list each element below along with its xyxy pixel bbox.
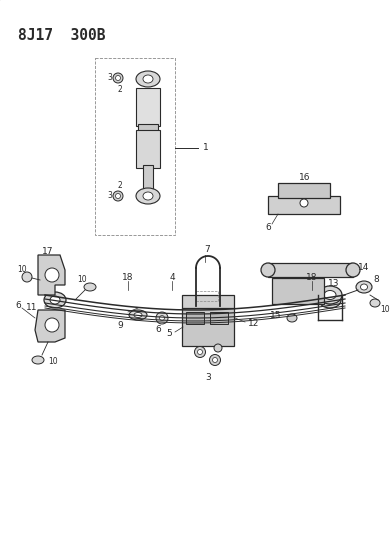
Ellipse shape xyxy=(143,192,153,200)
Text: 9: 9 xyxy=(117,320,123,329)
Ellipse shape xyxy=(213,358,218,362)
Bar xyxy=(268,196,340,214)
Ellipse shape xyxy=(209,354,220,366)
Text: 12: 12 xyxy=(248,319,259,327)
Bar xyxy=(210,312,228,324)
Text: 8J17  300B: 8J17 300B xyxy=(18,28,106,43)
Text: 18: 18 xyxy=(306,273,318,282)
Text: 3: 3 xyxy=(108,74,112,83)
Ellipse shape xyxy=(195,346,206,358)
Ellipse shape xyxy=(45,268,59,282)
Ellipse shape xyxy=(356,281,372,293)
Ellipse shape xyxy=(50,296,60,304)
Polygon shape xyxy=(35,310,65,342)
Text: 3: 3 xyxy=(205,374,211,383)
Text: 10: 10 xyxy=(17,265,27,274)
Ellipse shape xyxy=(129,310,147,320)
Text: 4: 4 xyxy=(169,273,175,282)
Ellipse shape xyxy=(324,290,336,300)
Text: 8: 8 xyxy=(373,276,379,285)
Ellipse shape xyxy=(360,284,367,290)
Text: 11: 11 xyxy=(26,303,38,311)
Text: 18: 18 xyxy=(122,273,134,282)
Ellipse shape xyxy=(44,292,66,308)
Ellipse shape xyxy=(45,318,59,332)
Ellipse shape xyxy=(156,312,168,324)
Ellipse shape xyxy=(134,312,142,318)
Text: 17: 17 xyxy=(42,247,53,256)
Bar xyxy=(196,291,218,301)
Ellipse shape xyxy=(115,76,121,80)
Ellipse shape xyxy=(113,73,123,83)
Ellipse shape xyxy=(84,283,96,291)
Text: 7: 7 xyxy=(204,245,210,254)
Ellipse shape xyxy=(192,306,200,312)
Text: 10: 10 xyxy=(48,358,58,367)
Text: 1: 1 xyxy=(203,143,209,152)
Ellipse shape xyxy=(113,191,123,201)
Text: 2: 2 xyxy=(118,85,122,94)
Ellipse shape xyxy=(115,193,121,198)
Bar xyxy=(186,312,204,324)
Text: 2: 2 xyxy=(118,181,122,190)
Text: 6: 6 xyxy=(15,301,21,310)
Ellipse shape xyxy=(346,263,360,277)
Text: 3: 3 xyxy=(108,191,112,200)
Ellipse shape xyxy=(370,299,380,307)
Ellipse shape xyxy=(143,75,153,83)
Bar xyxy=(278,183,330,198)
Ellipse shape xyxy=(318,286,342,304)
Ellipse shape xyxy=(160,316,165,320)
Text: 15: 15 xyxy=(270,311,282,319)
Bar xyxy=(272,278,324,304)
Ellipse shape xyxy=(136,71,160,87)
Ellipse shape xyxy=(136,188,160,204)
Bar xyxy=(138,124,158,132)
Ellipse shape xyxy=(32,356,44,364)
Bar xyxy=(182,295,234,309)
Ellipse shape xyxy=(22,272,32,282)
Ellipse shape xyxy=(287,314,297,322)
Text: 10: 10 xyxy=(77,276,87,285)
Ellipse shape xyxy=(319,292,341,308)
Text: 6: 6 xyxy=(265,223,271,232)
Polygon shape xyxy=(38,255,65,295)
Ellipse shape xyxy=(261,263,275,277)
Ellipse shape xyxy=(214,344,222,352)
Polygon shape xyxy=(268,263,353,277)
Text: 5: 5 xyxy=(166,329,172,338)
Bar xyxy=(143,165,153,193)
Ellipse shape xyxy=(325,296,335,304)
Ellipse shape xyxy=(216,306,224,312)
Text: 10: 10 xyxy=(380,305,390,314)
Bar xyxy=(95,58,175,235)
Bar xyxy=(136,88,160,126)
Ellipse shape xyxy=(197,350,202,354)
Text: 16: 16 xyxy=(299,174,311,182)
Bar xyxy=(182,308,234,346)
Bar xyxy=(136,130,160,168)
Text: 6: 6 xyxy=(155,326,161,335)
Text: 14: 14 xyxy=(358,262,369,271)
Ellipse shape xyxy=(300,199,308,207)
Text: 13: 13 xyxy=(328,279,340,288)
